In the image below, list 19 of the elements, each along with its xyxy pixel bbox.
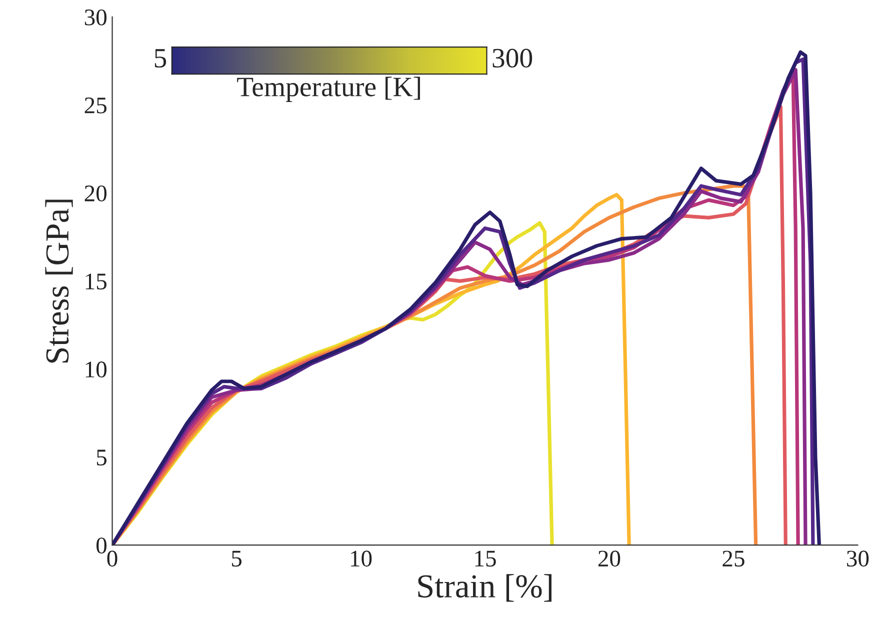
- x-tick-label: 15: [475, 550, 496, 567]
- y-tick-label: 10: [86, 362, 106, 378]
- x-tick-label: 25: [722, 550, 744, 567]
- x-axis-title: Strain [%]: [418, 574, 552, 602]
- x-tick-label: 5: [232, 550, 242, 567]
- y-tick-label: 15: [86, 274, 106, 290]
- y-tick-label: 25: [84, 98, 106, 114]
- y-tick-label: 20: [84, 185, 106, 202]
- y-tick-label: 0: [96, 538, 106, 554]
- y-tick-label: 5: [96, 450, 106, 466]
- x-tick-label: 20: [598, 550, 620, 567]
- x-tick-label: 10: [351, 550, 372, 567]
- y-axis-title: Stress [GPa]: [45, 200, 73, 363]
- y-tick-label: 30: [84, 9, 106, 26]
- annotation: 5: [154, 49, 166, 68]
- annotation: 300: [492, 48, 532, 68]
- x-tick-label: 0: [107, 550, 118, 567]
- x-tick-label: 30: [847, 550, 869, 567]
- annotation: Temperature [K]: [237, 76, 420, 102]
